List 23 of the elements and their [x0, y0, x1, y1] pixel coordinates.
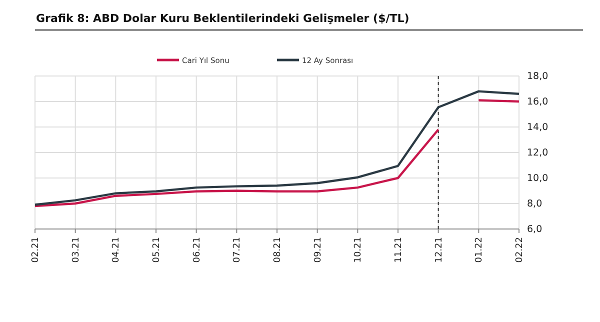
x-tick-label: 05.21: [152, 237, 162, 263]
y-tick-label: 14,0: [527, 122, 548, 133]
x-tick-label: 01.22: [474, 237, 485, 263]
x-tick-label: 11.21: [394, 237, 404, 263]
line-series: [34, 128, 440, 208]
x-tick-label: 03.21: [71, 237, 82, 263]
x-tick-label: 10.21: [354, 237, 364, 263]
y-tick-label: 8,0: [527, 198, 542, 210]
x-tick-label: 02.21: [31, 237, 41, 263]
y-tick-label: 16,0: [527, 96, 548, 108]
x-tick-label: 07.21: [232, 237, 243, 263]
y-tick-label: 10,0: [527, 173, 548, 184]
y-tick-label: 12,0: [527, 148, 548, 158]
line-series: [34, 90, 520, 206]
x-tick-label: 06.21: [192, 237, 202, 263]
x-tick-label: 02.22: [515, 237, 525, 263]
chart-title: Grafik 8: ABD Dolar Kuru Beklentilerindeki Gelişmeler ($/TL): [36, 12, 410, 25]
y-tick-label: 6,0: [527, 224, 542, 235]
x-tick-label: 08.21: [273, 237, 283, 263]
x-tick-label: 04.21: [112, 237, 122, 263]
y-tick-label: 18,0: [527, 71, 548, 82]
x-tick-label: 12.21: [434, 237, 444, 263]
x-tick-label: 09.21: [313, 237, 324, 263]
